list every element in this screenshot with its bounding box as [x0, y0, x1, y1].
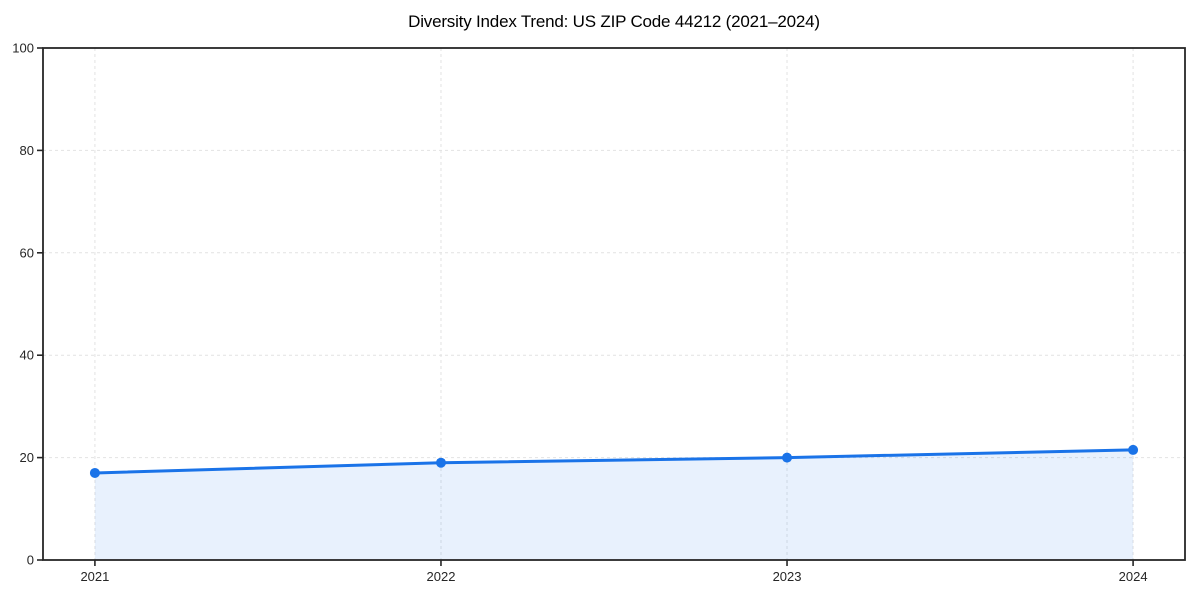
chart-title: Diversity Index Trend: US ZIP Code 44212…: [408, 12, 820, 31]
data-point-marker: [1128, 444, 1139, 455]
y-tick-label: 80: [20, 143, 34, 158]
data-point-marker: [435, 457, 446, 468]
axes-spines: [42, 47, 1186, 561]
y-tick-label: 20: [20, 450, 34, 465]
x-tick-label: 2023: [773, 569, 802, 584]
area-fill: [94, 449, 1134, 560]
x-tick-label: 2024: [1119, 569, 1148, 584]
data-point-marker: [782, 452, 793, 463]
x-tick-label: 2021: [80, 569, 109, 584]
x-tick-label: 2022: [427, 569, 456, 584]
y-tick-label: 60: [20, 245, 34, 260]
y-tick-label: 40: [20, 348, 34, 363]
y-tick-label: 100: [12, 41, 34, 56]
trend-line: [93, 448, 1135, 475]
y-tick-label: 0: [27, 553, 34, 568]
data-point-marker: [89, 467, 100, 478]
